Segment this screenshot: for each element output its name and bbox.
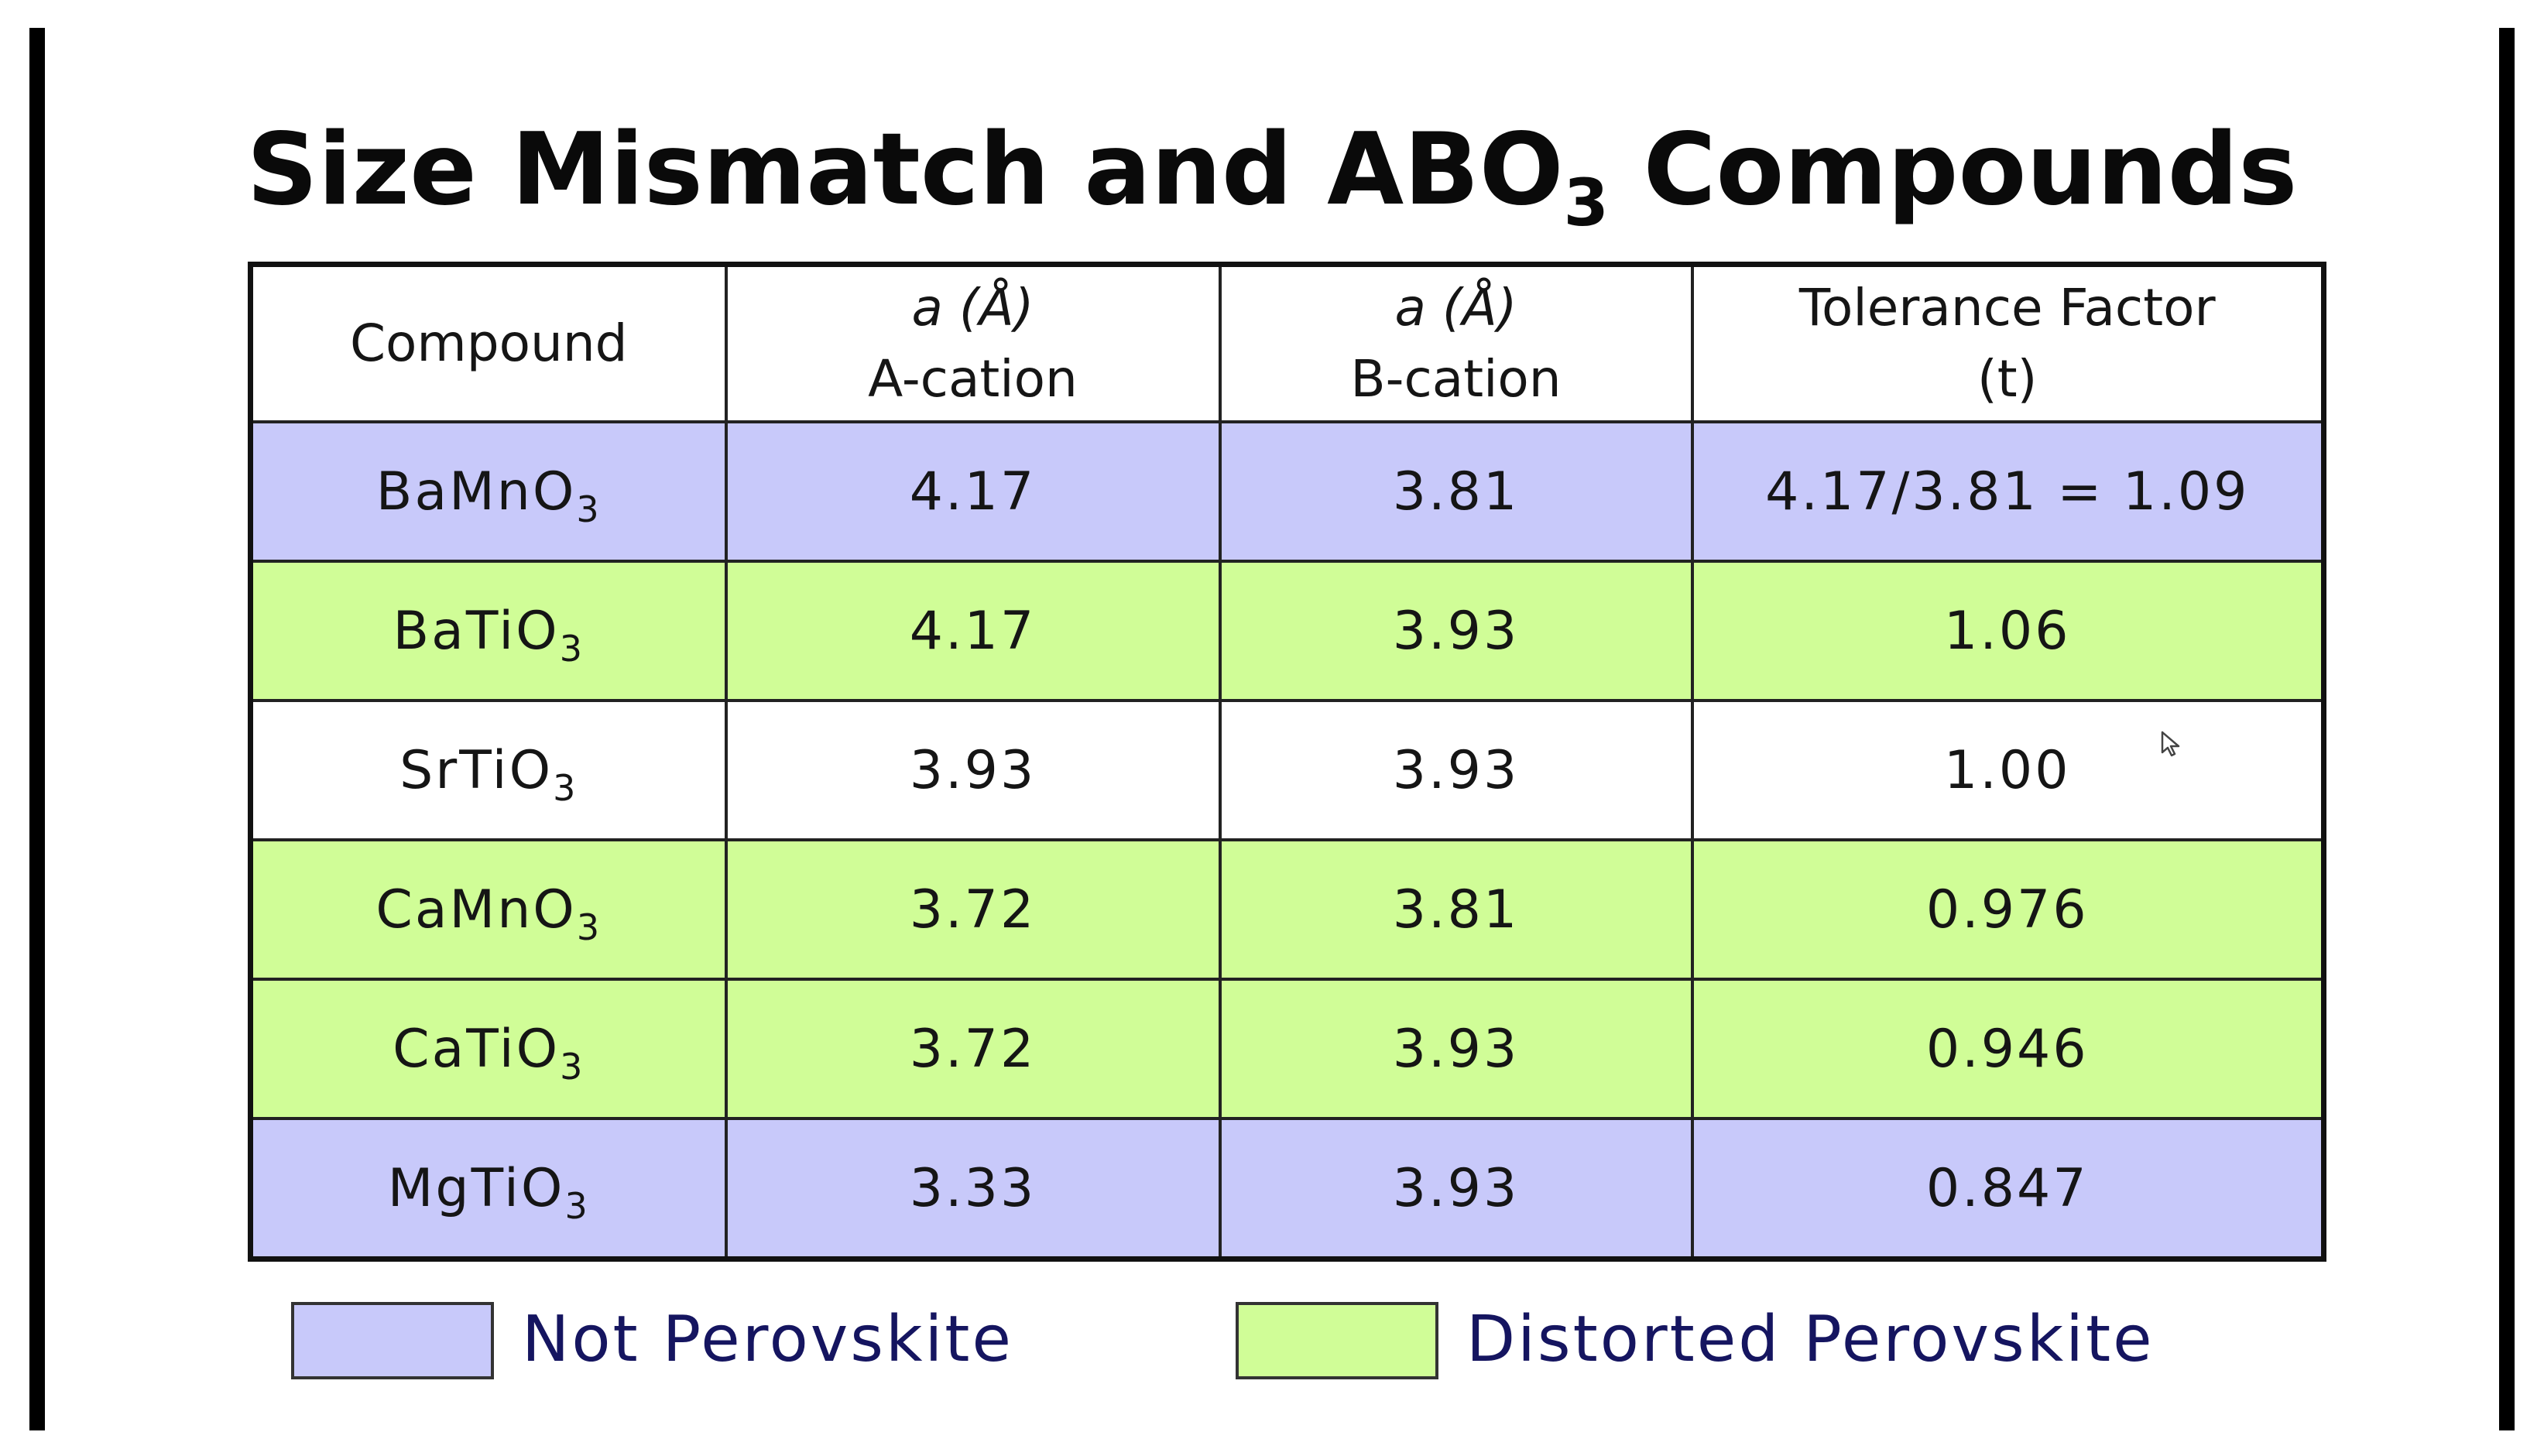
title-main: Size Mismatch and ABO [246, 112, 1564, 228]
title-suffix: Compounds [1609, 112, 2298, 228]
table-header-row: Compound a (Å) A-cation a (Å) B-cation Tol… [249, 262, 2326, 423]
header-b-cation: a (Å) B-cation [1218, 262, 1694, 423]
tolerance-cell: 1.06 [1690, 560, 2326, 702]
header-b-cation-top: a (Å) [1394, 278, 1517, 337]
tolerance-cell: 1.00 [1690, 699, 2326, 841]
compound-subscript: 3 [564, 1184, 590, 1227]
tolerance-cell: 0.847 [1690, 1117, 2326, 1261]
header-a-cation: a (Å) A-cation [724, 262, 1222, 423]
b-cation-cell: 3.93 [1218, 1117, 1694, 1261]
header-tolerance-bottom: (t) [1977, 349, 2038, 409]
compound-formula: CaTiO [393, 1018, 561, 1080]
b-cation-cell: 3.93 [1218, 699, 1694, 841]
table-row: CaMnO3 3.72 3.81 0.976 [249, 838, 2326, 981]
table-row: SrTiO3 3.93 3.93 1.00 [249, 699, 2326, 841]
a-cation-cell: 3.33 [724, 1117, 1222, 1261]
a-cation-cell: 4.17 [724, 420, 1222, 563]
a-cation-cell: 3.72 [724, 838, 1222, 981]
compound-formula: CaMnO [375, 879, 577, 940]
header-a-cation-bottom: A-cation [868, 349, 1078, 409]
compound-subscript: 3 [559, 627, 585, 670]
b-cation-cell: 3.93 [1218, 560, 1694, 702]
compound-subscript: 3 [576, 906, 602, 948]
table-row: BaTiO3 4.17 3.93 1.06 [249, 560, 2326, 702]
a-cation-cell: 3.93 [724, 699, 1222, 841]
compound-cell: BaTiO3 [249, 560, 728, 702]
table-row: MgTiO3 3.33 3.93 0.847 [249, 1117, 2326, 1261]
compound-cell: CaTiO3 [249, 978, 728, 1120]
compound-cell: CaMnO3 [249, 838, 728, 981]
table-row: CaTiO3 3.72 3.93 0.946 [249, 978, 2326, 1120]
compound-cell: MgTiO3 [249, 1117, 728, 1261]
tolerance-cell: 0.976 [1690, 838, 2326, 981]
legend-label-distorted-perovskite: Distorted Perovskite [1466, 1303, 2155, 1376]
compound-formula: SrTiO [399, 739, 554, 801]
page-title: Size Mismatch and ABO3 Compounds [0, 108, 2544, 235]
compound-cell: SrTiO3 [249, 699, 728, 841]
compound-subscript: 3 [553, 766, 578, 809]
compound-formula: BaMnO [375, 461, 577, 522]
b-cation-cell: 3.81 [1218, 838, 1694, 981]
legend-swatch-distorted-perovskite [1236, 1302, 1438, 1379]
header-a-cation-top: a (Å) [911, 278, 1034, 337]
tolerance-cell: 4.17/3.81 = 1.09 [1690, 420, 2326, 563]
compounds-table: Compound a (Å) A-cation a (Å) B-cation Tol… [248, 262, 2326, 1262]
header-compound: Compound [249, 262, 728, 423]
header-tolerance-factor: Tolerance Factor (t) [1690, 262, 2326, 423]
compound-formula: MgTiO [387, 1157, 565, 1219]
a-cation-cell: 4.17 [724, 560, 1222, 702]
header-tolerance-top: Tolerance Factor [1798, 278, 2216, 337]
right-frame-bar [2499, 28, 2515, 1430]
legend-swatch-not-perovskite [291, 1302, 494, 1379]
b-cation-cell: 3.81 [1218, 420, 1694, 563]
compound-cell: BaMnO3 [249, 420, 728, 563]
legend-label-not-perovskite: Not Perovskite [522, 1303, 1013, 1376]
table-row: BaMnO3 4.17 3.81 4.17/3.81 = 1.09 [249, 420, 2326, 563]
compound-subscript: 3 [560, 1045, 585, 1088]
title-subscript: 3 [1563, 165, 1609, 241]
header-b-cation-bottom: B-cation [1350, 349, 1562, 409]
compound-subscript: 3 [576, 488, 602, 530]
mouse-pointer-icon [2161, 731, 2180, 757]
tolerance-cell: 0.946 [1690, 978, 2326, 1120]
left-frame-bar [29, 28, 45, 1430]
b-cation-cell: 3.93 [1218, 978, 1694, 1120]
a-cation-cell: 3.72 [724, 978, 1222, 1120]
compound-formula: BaTiO [393, 600, 560, 662]
